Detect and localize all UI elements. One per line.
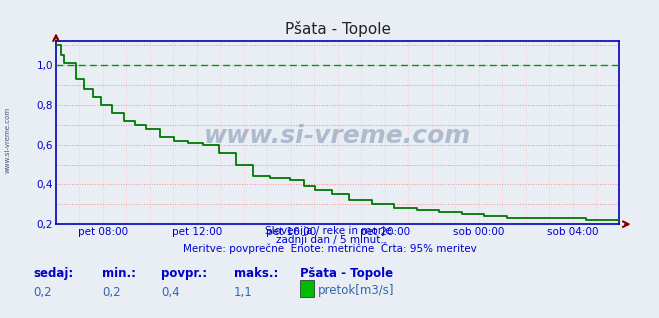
Text: Slovenija / reke in morje.: Slovenija / reke in morje. (264, 226, 395, 236)
Text: sedaj:: sedaj: (33, 267, 73, 280)
Text: Pšata - Topole: Pšata - Topole (300, 267, 393, 280)
Text: Meritve: povprečne  Enote: metrične  Črta: 95% meritev: Meritve: povprečne Enote: metrične Črta:… (183, 242, 476, 253)
Text: povpr.:: povpr.: (161, 267, 208, 280)
Text: www.si-vreme.com: www.si-vreme.com (204, 124, 471, 149)
Text: maks.:: maks.: (234, 267, 278, 280)
Text: 0,2: 0,2 (33, 286, 51, 299)
Text: 0,4: 0,4 (161, 286, 180, 299)
Text: min.:: min.: (102, 267, 136, 280)
Text: 1,1: 1,1 (234, 286, 252, 299)
Text: 0,2: 0,2 (102, 286, 121, 299)
Text: pretok[m3/s]: pretok[m3/s] (318, 284, 395, 297)
Text: www.si-vreme.com: www.si-vreme.com (5, 107, 11, 173)
Title: Pšata - Topole: Pšata - Topole (285, 21, 391, 38)
Text: zadnji dan / 5 minut.: zadnji dan / 5 minut. (275, 235, 384, 245)
